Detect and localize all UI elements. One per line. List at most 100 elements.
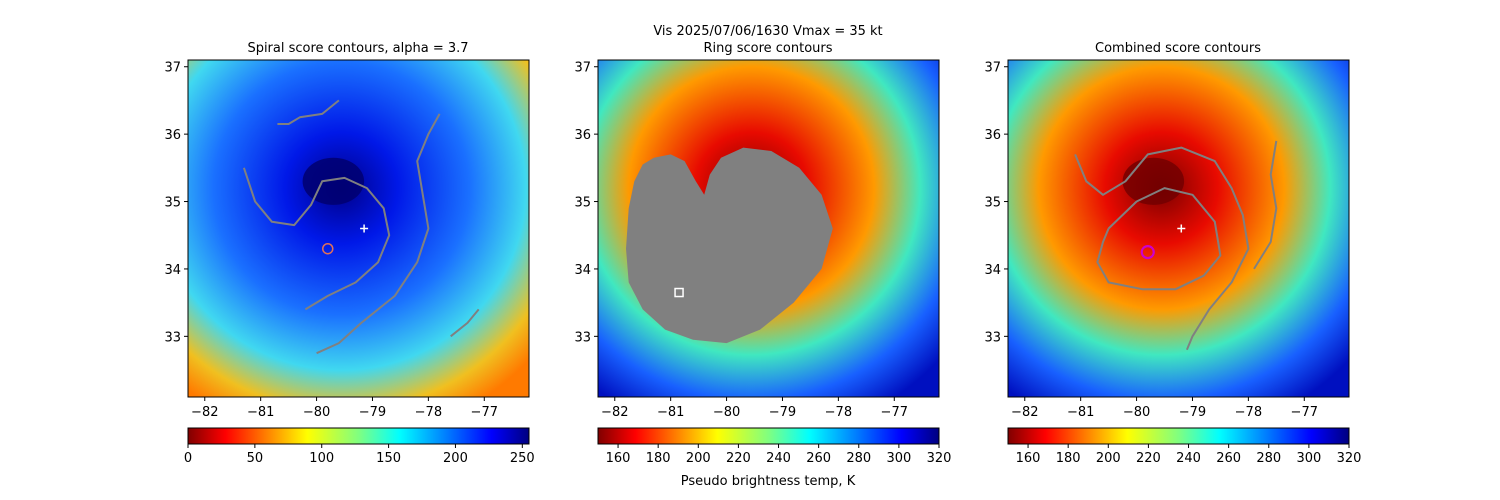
panel-title-combined: Combined score contours (1095, 41, 1261, 56)
x-tick-label: −79 (769, 405, 796, 420)
colorbar-tick-label: 100 (309, 451, 334, 466)
x-tick-label: −81 (1067, 405, 1094, 420)
contour-line (316, 113, 441, 355)
colorbar-tick-label: 50 (247, 451, 264, 466)
warm-core-combined (1122, 157, 1185, 205)
colorbar-tick-label: 180 (646, 451, 671, 466)
x-tick-label: −78 (825, 405, 852, 420)
cold-core-spiral (302, 157, 365, 205)
center-plus-marker (1177, 224, 1186, 233)
markers-spiral (322, 224, 369, 255)
colorbar-label: Pseudo brightness temp, K (681, 474, 856, 489)
y-ticks-ring: 33 34 35 36 37 (574, 61, 598, 345)
contours-spiral (242, 99, 480, 355)
axes-frame-combined (1007, 59, 1350, 398)
best-square-marker (674, 287, 684, 298)
colorbar-tick-label: 180 (1056, 451, 1081, 466)
markers-combined (1140, 224, 1186, 260)
x-ticks-ring: −82 −81 −80 −79 −78 −77 (601, 397, 908, 420)
panel-ring: Ring score contours −82 −81 −80 −79 −78 −77 3… (574, 41, 951, 489)
colorbar-tick-label: 200 (1096, 451, 1121, 466)
colorbar-tick-label: 320 (1337, 451, 1362, 466)
colorbar-tick-label: 220 (1136, 451, 1161, 466)
colorbar-tick-label: 200 (686, 451, 711, 466)
x-tick-label: −80 (713, 405, 740, 420)
colorbar-ticks-spiral: 0 50 100 150 200 250 (184, 444, 535, 466)
x-tick-label: −82 (601, 405, 628, 420)
y-tick-label: 33 (984, 330, 1001, 345)
x-tick-label: −82 (1011, 405, 1038, 420)
best-circle-marker (1140, 244, 1155, 260)
colorbar-spiral (187, 427, 530, 445)
x-tick-label: −79 (1179, 405, 1206, 420)
masked-region-ring (626, 147, 833, 344)
x-tick-label: −77 (471, 405, 498, 420)
y-tick-label: 36 (574, 128, 591, 143)
figure-title: Vis 2025/07/06/1630 Vmax = 35 kt (653, 24, 882, 39)
y-tick-label: 37 (574, 61, 591, 76)
y-tick-label: 34 (574, 263, 591, 278)
colorbar-ticks-ring: 160 180 200 220 240 260 280 300 320 (606, 444, 952, 466)
panel-title-spiral: Spiral score contours, alpha = 3.7 (247, 41, 468, 56)
colorbar-tick-label: 300 (886, 451, 911, 466)
x-tick-label: −78 (1235, 405, 1262, 420)
x-tick-label: −80 (303, 405, 330, 420)
x-tick-label: −77 (881, 405, 908, 420)
y-ticks-spiral: 33 34 35 36 37 (164, 61, 188, 345)
contour-line (1253, 140, 1278, 270)
colorbar-tick-label: 260 (1216, 451, 1241, 466)
contour-line (1074, 146, 1250, 351)
axes-frame-spiral (187, 59, 530, 398)
panel-combined: Combined score contours −82 −81 −80 −79 −78−… (984, 41, 1361, 466)
colorbar-ring (597, 427, 940, 445)
y-tick-label: 33 (574, 330, 591, 345)
y-tick-label: 33 (164, 330, 181, 345)
y-tick-label: 37 (164, 61, 181, 76)
x-tick-label: −81 (247, 405, 274, 420)
x-tick-label: −79 (359, 405, 386, 420)
colorbar-tick-label: 280 (1256, 451, 1281, 466)
y-tick-label: 35 (164, 196, 181, 211)
panel-title-ring: Ring score contours (703, 41, 832, 56)
y-tick-label: 36 (984, 128, 1001, 143)
x-ticks-spiral: −82 −81 −80 −79 −78 −77 (191, 397, 498, 420)
contour-line (450, 308, 480, 338)
panel-spiral: Spiral score contours, alpha = 3.7 −82 −8… (164, 41, 534, 466)
x-tick-label: −81 (657, 405, 684, 420)
colorbar-tick-label: 260 (806, 451, 831, 466)
colorbar-tick-label: 0 (184, 451, 192, 466)
x-tick-label: −78 (415, 405, 442, 420)
contour-line (242, 167, 391, 311)
colorbar-tick-label: 150 (376, 451, 401, 466)
colorbar-tick-label: 160 (1016, 451, 1041, 466)
colorbar-tick-label: 240 (1176, 451, 1201, 466)
markers-ring (674, 287, 684, 298)
contour-line (1096, 187, 1222, 291)
x-tick-label: −77 (1291, 405, 1318, 420)
best-circle-marker (322, 242, 334, 255)
y-ticks-combined: 33 34 35 36 37 (984, 61, 1008, 345)
y-tick-label: 35 (574, 196, 591, 211)
heatmap-spiral (188, 60, 529, 397)
colorbar-tick-label: 220 (726, 451, 751, 466)
axes-frame-ring (597, 59, 940, 398)
y-tick-label: 34 (984, 263, 1001, 278)
contours-combined (1074, 140, 1278, 351)
y-tick-label: 35 (984, 196, 1001, 211)
colorbar-ticks-combined: 160 180 200 220 240 260 280 300 320 (1016, 444, 1362, 466)
x-ticks-combined: −82 −81 −80 −79 −78 −77 (1011, 397, 1318, 420)
colorbar-tick-label: 160 (606, 451, 631, 466)
center-plus-marker (360, 224, 369, 233)
y-tick-label: 37 (984, 61, 1001, 76)
colorbar-tick-label: 280 (846, 451, 871, 466)
colorbar-tick-label: 300 (1296, 451, 1321, 466)
y-tick-label: 34 (164, 263, 181, 278)
y-tick-label: 36 (164, 128, 181, 143)
colorbar-tick-label: 250 (510, 451, 535, 466)
x-tick-label: −82 (191, 405, 218, 420)
colorbar-tick-label: 200 (443, 451, 468, 466)
x-tick-label: −80 (1123, 405, 1150, 420)
colorbar-tick-label: 320 (927, 451, 952, 466)
contour-line (277, 99, 340, 125)
